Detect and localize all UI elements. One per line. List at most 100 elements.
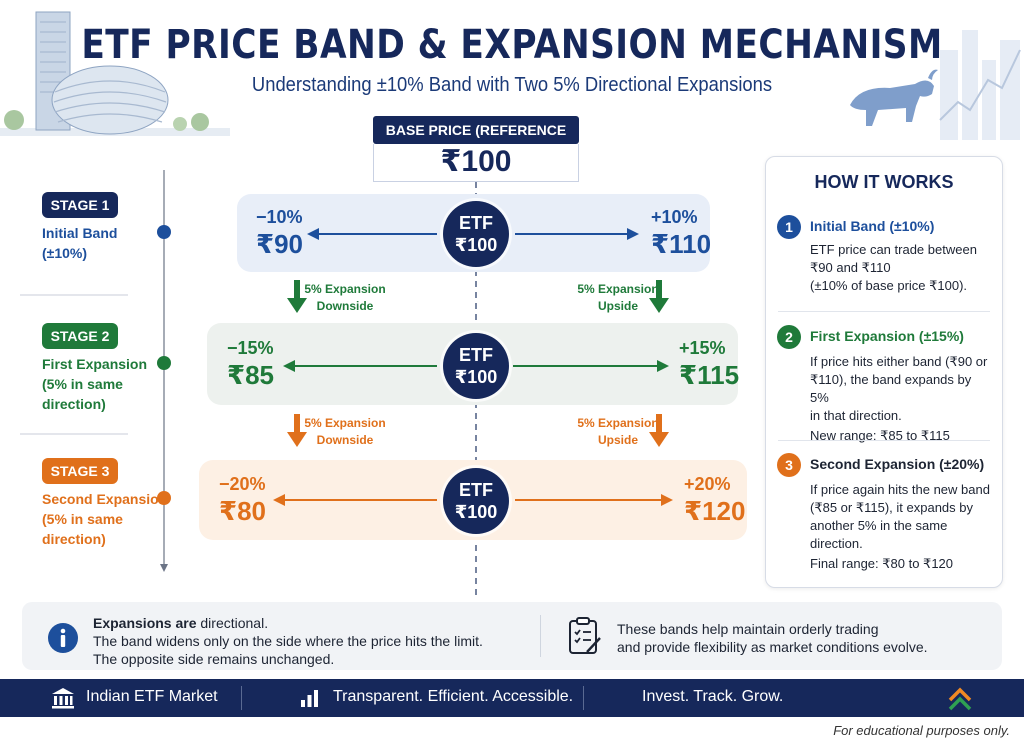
etf-price: ₹100: [454, 367, 498, 387]
note-line: The band widens only on the side where t…: [93, 633, 483, 649]
page-subtitle: Understanding ±10% Band with Two 5% Dire…: [251, 74, 773, 96]
stage-desc-line: Second Expansion: [42, 491, 168, 507]
expansion-line: 5% Expansion: [577, 282, 659, 296]
note-line: The opposite side remains unchanged.: [93, 651, 335, 667]
step-body-line: ₹110), the band expands by 5%: [810, 372, 972, 405]
stage-1-description: Initial Band (±10%): [42, 223, 117, 263]
note-divider: [540, 615, 541, 657]
stage-desc-line: (±10%): [42, 245, 88, 261]
etf-label: ETF: [459, 480, 493, 500]
band-1-right-price: ₹110: [651, 229, 712, 259]
expansion-2-down-arrow-icon: [287, 414, 307, 447]
footer-bar: [0, 679, 1024, 717]
step-body-line: If price again hits the new band: [810, 482, 990, 497]
info-icon: [48, 623, 78, 653]
step-3-heading: Second Expansion (±20%): [810, 456, 985, 472]
band-1-right-pct: +10%: [651, 207, 698, 227]
how-it-works-card: [765, 156, 1003, 588]
stage-desc-line: direction): [42, 531, 106, 547]
expansion-line: 5% Expansion: [577, 416, 659, 430]
band-2-arrows: [283, 360, 669, 372]
step-2-body: If price hits either band (₹90 or ₹110),…: [810, 353, 992, 445]
step-body-line: New range: ₹85 to ₹115: [810, 428, 950, 443]
step-2-heading: First Expansion (±15%): [810, 328, 964, 344]
step-body-line: ETF price can trade between: [810, 242, 977, 257]
expansion-line: Upside: [597, 299, 638, 313]
stage-1-pill: STAGE 1: [42, 192, 118, 218]
band-3-right-price: ₹120: [684, 496, 746, 526]
step-body-line: another 5% in the same: [810, 518, 948, 533]
stage-desc-line: direction): [42, 396, 106, 412]
expansion-1-left-text: 5% Expansion Downside: [295, 281, 395, 315]
band-1-etf-circle: ETF ₹100: [443, 201, 509, 267]
expansion-1-down-arrow-icon: [287, 280, 307, 313]
stage-3-description: Second Expansion (5% in same direction): [42, 489, 167, 549]
page-title: ETF PRICE BAND & EXPANSION MECHANISM: [81, 22, 943, 68]
band-1-left-price: ₹90: [256, 229, 304, 259]
etf-price: ₹100: [454, 502, 498, 522]
band-3-arrows: [273, 494, 673, 506]
etf-label: ETF: [459, 345, 493, 365]
note-left-headline: Expansions are directional.: [93, 614, 513, 632]
band-2-etf-circle: ETF ₹100: [443, 333, 509, 399]
step-3-number: 3: [777, 453, 801, 477]
stage-2-description: First Expansion (5% in same direction): [42, 354, 147, 414]
etf-price: ₹100: [454, 235, 498, 255]
band-1-left-pct: −10%: [256, 207, 303, 227]
step-divider: [778, 311, 990, 312]
footer-divider: [241, 686, 242, 710]
band-3-etf-circle: ETF ₹100: [443, 468, 509, 534]
disclaimer: For educational purposes only.: [833, 723, 1010, 738]
step-body-line: in that direction.: [810, 408, 902, 423]
step-body-line: (±10% of base price ₹100).: [810, 278, 968, 293]
footer-item-tagline: Transparent. Efficient. Accessible.: [333, 688, 574, 705]
footer-divider: [583, 686, 584, 710]
step-body-line: (₹85 or ₹115), it expands by: [810, 500, 973, 515]
expansion-1-up-side-arrow-icon: [649, 280, 669, 313]
note-emphasis: Expansions are: [93, 615, 197, 631]
how-it-works-title: HOW IT WORKS: [814, 172, 954, 192]
stage-3-pill: STAGE 3: [42, 458, 118, 484]
etf-label: ETF: [459, 213, 493, 233]
growth-chevron-icon: [948, 687, 972, 711]
expansion-2-left-text: 5% Expansion Downside: [295, 415, 395, 449]
note-left-text: Expansions are directional. The band wid…: [93, 614, 513, 668]
step-divider: [778, 440, 990, 441]
step-3-body: If price again hits the new band (₹85 or…: [810, 481, 992, 573]
note-right-text: These bands help maintain orderly tradin…: [617, 620, 987, 656]
stage-desc-line: Initial Band: [42, 225, 118, 241]
expansion-2-right-text: 5% Expansion Upside: [568, 415, 668, 449]
band-3-left-pct: −20%: [219, 474, 266, 494]
band-2-right-pct: +15%: [679, 338, 726, 358]
band-2-left-pct: −15%: [227, 338, 274, 358]
step-2-number: 2: [777, 325, 801, 349]
step-1-body: ETF price can trade between ₹90 and ₹110…: [810, 241, 992, 295]
step-body-line: direction.: [810, 536, 863, 551]
bull-skyline-illustration: [850, 30, 1021, 140]
expansion-line: Downside: [316, 299, 374, 313]
stage-desc-line: First Expansion: [42, 356, 148, 372]
expansion-1-right-text: 5% Expansion Upside: [568, 281, 668, 315]
expansion-line: Downside: [316, 433, 374, 447]
footer-item-slogan: Invest. Track. Grow.: [642, 688, 784, 705]
footer-item-market: Indian ETF Market: [86, 688, 218, 705]
stage-desc-line: (5% in same: [42, 376, 123, 392]
note-headline-rest: directional.: [196, 615, 269, 631]
step-body-line: Final range: ₹80 to ₹120: [810, 556, 954, 571]
step-1-heading: Initial Band (±10%): [810, 218, 935, 234]
expansion-line: Upside: [597, 433, 638, 447]
band-2-right-price: ₹115: [679, 360, 740, 390]
expansion-2-up-side-arrow-icon: [649, 414, 669, 447]
bar-chart-icon: [301, 690, 318, 707]
band-3-right-pct: +20%: [684, 474, 731, 494]
clipboard-checklist-icon: [569, 617, 601, 654]
base-price-value: ₹100: [373, 144, 579, 182]
stage-desc-line: (5% in same: [42, 511, 123, 527]
building-illustration: [0, 11, 230, 136]
band-1-arrows: [307, 228, 639, 240]
step-body-line: If price hits either band (₹90 or: [810, 354, 988, 369]
step-1-number: 1: [777, 215, 801, 239]
base-price-label: BASE PRICE (REFERENCE PRICE): [373, 116, 579, 166]
step-body-line: ₹90 and ₹110: [810, 260, 891, 275]
stage-2-pill: STAGE 2: [42, 323, 118, 349]
